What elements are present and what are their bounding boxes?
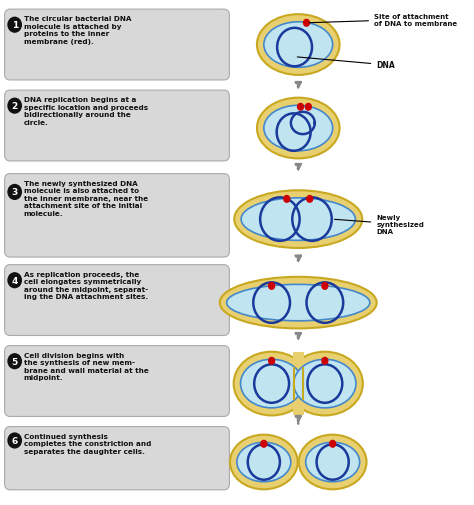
Text: Continued synthesis
completes the constriction and
separates the daughter cells.: Continued synthesis completes the constr… [24,433,151,454]
Text: DNA replication begins at a
specific location and proceeds
bidirectionally aroun: DNA replication begins at a specific loc… [24,97,148,125]
Text: 2: 2 [11,102,18,111]
Circle shape [305,104,312,112]
Circle shape [297,104,304,112]
Ellipse shape [294,360,356,408]
Text: The newly synthesized DNA
molecule is also attached to
the inner membrane, near : The newly synthesized DNA molecule is al… [24,180,148,216]
Ellipse shape [287,352,363,416]
FancyBboxPatch shape [5,10,229,81]
Text: Cell division begins with
the synthesis of new mem-
brane and wall material at t: Cell division begins with the synthesis … [24,352,149,380]
Text: 4: 4 [11,276,18,285]
Ellipse shape [299,435,366,489]
Ellipse shape [230,435,298,489]
Circle shape [321,282,328,290]
Circle shape [303,20,310,28]
Ellipse shape [264,106,333,152]
Ellipse shape [257,98,339,159]
Circle shape [7,273,22,289]
FancyBboxPatch shape [5,265,229,336]
Circle shape [7,184,22,200]
Text: As replication proceeds, the
cell elongates symmetrically
around the midpoint, s: As replication proceeds, the cell elonga… [24,271,148,299]
Text: 1: 1 [11,21,18,30]
Ellipse shape [220,277,377,329]
Circle shape [306,195,313,204]
Circle shape [260,440,267,448]
Ellipse shape [240,360,303,408]
Ellipse shape [257,15,339,76]
Circle shape [7,354,22,370]
FancyBboxPatch shape [5,427,229,490]
Ellipse shape [306,442,360,482]
Circle shape [268,357,275,365]
Circle shape [283,195,291,204]
Text: The circular bacterial DNA
molecule is attached by
proteins to the inner
membran: The circular bacterial DNA molecule is a… [24,16,131,44]
Text: Site of attachment
of DNA to membrane: Site of attachment of DNA to membrane [309,14,457,27]
Bar [292,352,304,416]
Text: Newly
synthesized
DNA: Newly synthesized DNA [335,215,424,235]
Circle shape [7,98,22,115]
Ellipse shape [237,442,291,482]
Ellipse shape [264,23,333,68]
Circle shape [321,357,328,365]
Circle shape [268,282,275,290]
FancyBboxPatch shape [5,91,229,162]
Ellipse shape [241,198,356,241]
Circle shape [7,18,22,34]
Ellipse shape [234,352,310,416]
Circle shape [7,432,22,449]
Circle shape [329,440,337,448]
Text: 5: 5 [11,357,18,366]
Text: DNA: DNA [297,58,395,70]
FancyBboxPatch shape [5,174,229,258]
FancyBboxPatch shape [5,346,229,417]
Text: 3: 3 [11,188,18,197]
Ellipse shape [234,191,362,248]
Ellipse shape [227,285,370,321]
Text: 6: 6 [11,436,18,445]
